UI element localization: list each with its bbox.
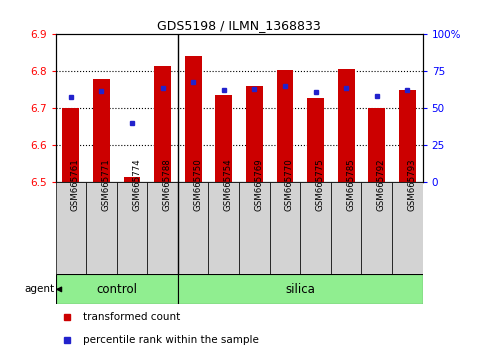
Text: GSM665770: GSM665770 bbox=[285, 159, 294, 211]
Bar bbox=[331, 182, 361, 274]
Text: transformed count: transformed count bbox=[83, 312, 180, 322]
Bar bbox=[392, 182, 423, 274]
Text: GSM665754: GSM665754 bbox=[224, 159, 233, 211]
Bar bbox=[277, 70, 293, 182]
Text: percentile rank within the sample: percentile rank within the sample bbox=[83, 335, 259, 346]
Text: GSM665792: GSM665792 bbox=[377, 159, 386, 211]
Text: agent: agent bbox=[25, 284, 55, 295]
Text: GSM665769: GSM665769 bbox=[255, 159, 263, 211]
Text: GSM665774: GSM665774 bbox=[132, 159, 141, 211]
Text: GSM665785: GSM665785 bbox=[346, 159, 355, 211]
Bar bbox=[86, 182, 117, 274]
Bar bbox=[147, 182, 178, 274]
Bar bbox=[399, 90, 416, 182]
Bar bbox=[185, 56, 201, 182]
Bar bbox=[209, 182, 239, 274]
Bar bbox=[62, 108, 79, 182]
Bar bbox=[124, 177, 141, 182]
Text: GSM665750: GSM665750 bbox=[193, 159, 202, 211]
Text: GSM665775: GSM665775 bbox=[315, 159, 325, 211]
Bar bbox=[56, 182, 86, 274]
Bar bbox=[178, 274, 423, 304]
Text: GSM665788: GSM665788 bbox=[163, 159, 171, 211]
Bar bbox=[246, 86, 263, 182]
Bar bbox=[215, 95, 232, 182]
Text: control: control bbox=[96, 283, 137, 296]
Bar bbox=[270, 182, 300, 274]
Text: GSM665771: GSM665771 bbox=[101, 159, 111, 211]
Bar bbox=[361, 182, 392, 274]
Bar bbox=[93, 79, 110, 182]
Bar bbox=[338, 69, 355, 182]
Bar bbox=[154, 66, 171, 182]
Bar bbox=[178, 182, 209, 274]
Bar bbox=[307, 98, 324, 182]
Text: silica: silica bbox=[285, 283, 315, 296]
Text: GSM665761: GSM665761 bbox=[71, 159, 80, 211]
Title: GDS5198 / ILMN_1368833: GDS5198 / ILMN_1368833 bbox=[157, 19, 321, 33]
Bar bbox=[239, 182, 270, 274]
Bar bbox=[300, 182, 331, 274]
Bar bbox=[369, 108, 385, 182]
Bar bbox=[56, 274, 178, 304]
Bar bbox=[117, 182, 147, 274]
Text: GSM665793: GSM665793 bbox=[407, 159, 416, 211]
